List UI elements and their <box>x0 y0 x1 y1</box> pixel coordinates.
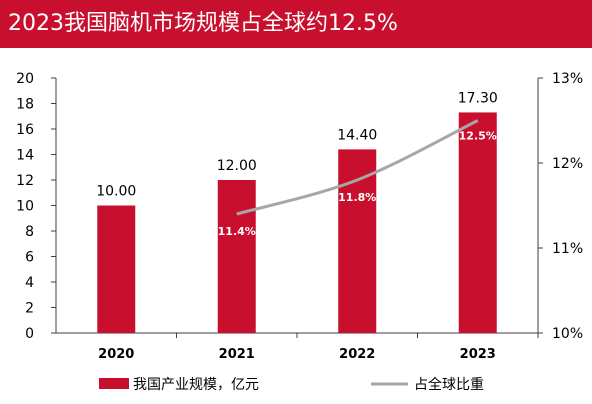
y-tick-label-left: 0 <box>25 326 34 342</box>
y-tick-label-left: 4 <box>25 275 34 291</box>
y-tick-label-left: 12 <box>16 173 34 189</box>
bar-value-label: 12.00 <box>217 158 257 174</box>
bar-2023 <box>458 112 497 333</box>
legend-swatch-bar <box>99 378 129 389</box>
y-tick-label-right: 12% <box>552 156 583 172</box>
line-point-label: 12.5% <box>459 130 497 143</box>
x-tick-label: 2023 <box>460 347 496 362</box>
y-tick-label-right: 10% <box>552 326 583 342</box>
y-tick-label-left: 6 <box>25 250 34 266</box>
bar-2022 <box>338 149 377 333</box>
y-tick-label-left: 2 <box>25 301 34 317</box>
legend-label-line: 占全球比重 <box>414 376 484 393</box>
bar-value-label: 17.30 <box>458 90 498 106</box>
y-tick-label-right: 13% <box>552 71 583 87</box>
bar-2020 <box>97 205 136 333</box>
y-tick-label-left: 10 <box>16 199 34 215</box>
page-title: 2023我国脑机市场规模占全球约12.5% <box>8 11 398 36</box>
legend-label-bar: 我国产业规模，亿元 <box>133 377 259 393</box>
y-tick-label-right: 11% <box>552 241 583 257</box>
bar-value-label: 14.40 <box>337 127 377 143</box>
y-tick-label-left: 20 <box>16 71 34 87</box>
line-point-label: 11.4% <box>218 225 256 238</box>
x-tick-label: 2020 <box>98 347 134 362</box>
x-tick-label: 2022 <box>339 347 375 362</box>
line-point-label: 11.8% <box>338 191 376 204</box>
bar-2021 <box>217 180 256 333</box>
y-tick-label-left: 8 <box>25 224 34 240</box>
y-tick-label-left: 16 <box>16 122 34 138</box>
x-tick-label: 2021 <box>219 347 255 362</box>
title-bar: 2023我国脑机市场规模占全球约12.5% <box>0 0 592 48</box>
y-tick-label-left: 14 <box>16 148 34 164</box>
bar-value-label: 10.00 <box>96 184 136 200</box>
share-line <box>236 119 479 216</box>
y-tick-label-left: 18 <box>16 97 34 113</box>
